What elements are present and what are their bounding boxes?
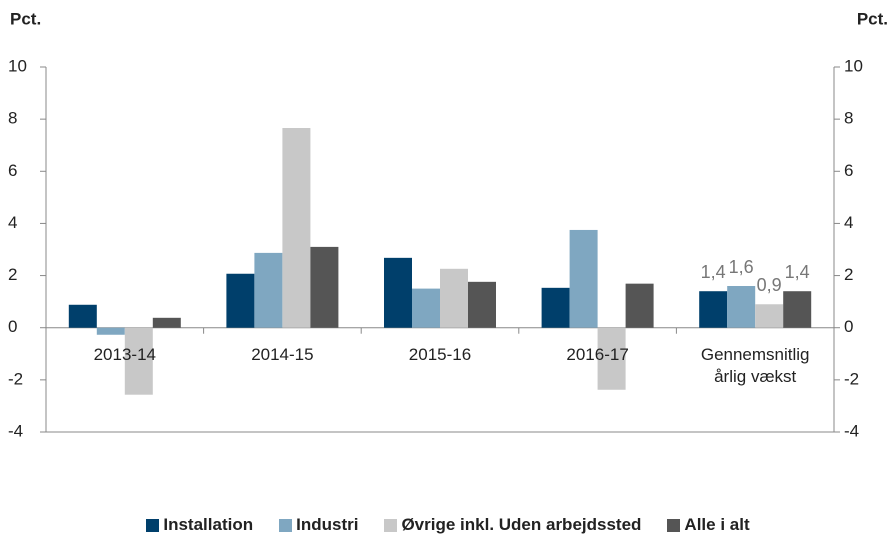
y2-tick-label: -2 xyxy=(844,369,859,388)
y2-tick-label: 2 xyxy=(844,265,853,284)
bar xyxy=(699,291,728,328)
y-tick-label: 6 xyxy=(8,161,17,180)
legend-label: Alle i alt xyxy=(684,515,750,534)
bar xyxy=(625,283,654,328)
bar xyxy=(727,286,756,328)
bar xyxy=(254,252,283,328)
bar xyxy=(384,257,412,328)
legend-swatch xyxy=(279,518,293,532)
y-axis-label: Pct. xyxy=(10,9,41,28)
bar xyxy=(597,327,626,390)
legend-swatch xyxy=(146,518,160,532)
legend-item: Øvrige inkl. Uden arbejdssted xyxy=(384,515,641,535)
legend-item: Installation xyxy=(146,515,253,535)
x-tick-label: 2013-14 xyxy=(93,344,156,364)
legend-swatch xyxy=(667,518,681,532)
bar xyxy=(755,304,784,328)
y2-axis-label: Pct. xyxy=(857,9,888,28)
x-tick-label: Gennemsnitlig årlig vækst xyxy=(700,344,810,386)
y-tick-label: -4 xyxy=(8,421,23,440)
x-tick-label: 2014-15 xyxy=(251,344,314,364)
bar xyxy=(541,287,570,328)
y2-tick-label: 4 xyxy=(844,213,853,232)
legend-label: Industri xyxy=(296,515,359,534)
bar xyxy=(96,327,125,335)
legend-swatch xyxy=(384,518,398,532)
y-tick-label: -2 xyxy=(8,369,23,388)
bar xyxy=(412,288,440,328)
legend: Installation Industri Øvrige inkl. Uden ar… xyxy=(0,515,896,535)
bar xyxy=(226,273,255,328)
bar xyxy=(152,317,181,328)
y2-tick-label: 8 xyxy=(844,109,853,128)
legend-label: Øvrige inkl. Uden arbejdssted xyxy=(401,515,642,534)
value-label: 0,9 xyxy=(757,275,782,295)
bar xyxy=(282,128,311,328)
y2-tick-label: 10 xyxy=(844,56,863,75)
x-tick-label: 2015-16 xyxy=(408,344,472,364)
legend-item: Alle i alt xyxy=(667,515,750,535)
legend-label: Installation xyxy=(163,515,254,534)
y2-tick-label: -4 xyxy=(844,421,859,440)
bar xyxy=(440,268,468,328)
bar xyxy=(569,229,598,328)
value-label: 1,4 xyxy=(701,262,726,282)
y-tick-label: 0 xyxy=(8,317,17,336)
y2-tick-label: 0 xyxy=(844,317,853,336)
value-label: 1,4 xyxy=(785,262,810,282)
y-tick-label: 10 xyxy=(8,56,27,75)
x-tick-label: 2016-17 xyxy=(566,344,629,364)
bar xyxy=(124,327,153,395)
bar xyxy=(310,246,339,328)
legend-item: Industri xyxy=(279,515,358,535)
y2-tick-label: 6 xyxy=(844,161,853,180)
y-tick-label: 2 xyxy=(8,265,17,284)
bar xyxy=(783,291,812,328)
bar xyxy=(68,304,97,328)
value-label: 1,6 xyxy=(729,257,754,277)
bar xyxy=(468,281,496,328)
y-tick-label: 4 xyxy=(8,213,17,232)
y-tick-label: 8 xyxy=(8,109,17,128)
